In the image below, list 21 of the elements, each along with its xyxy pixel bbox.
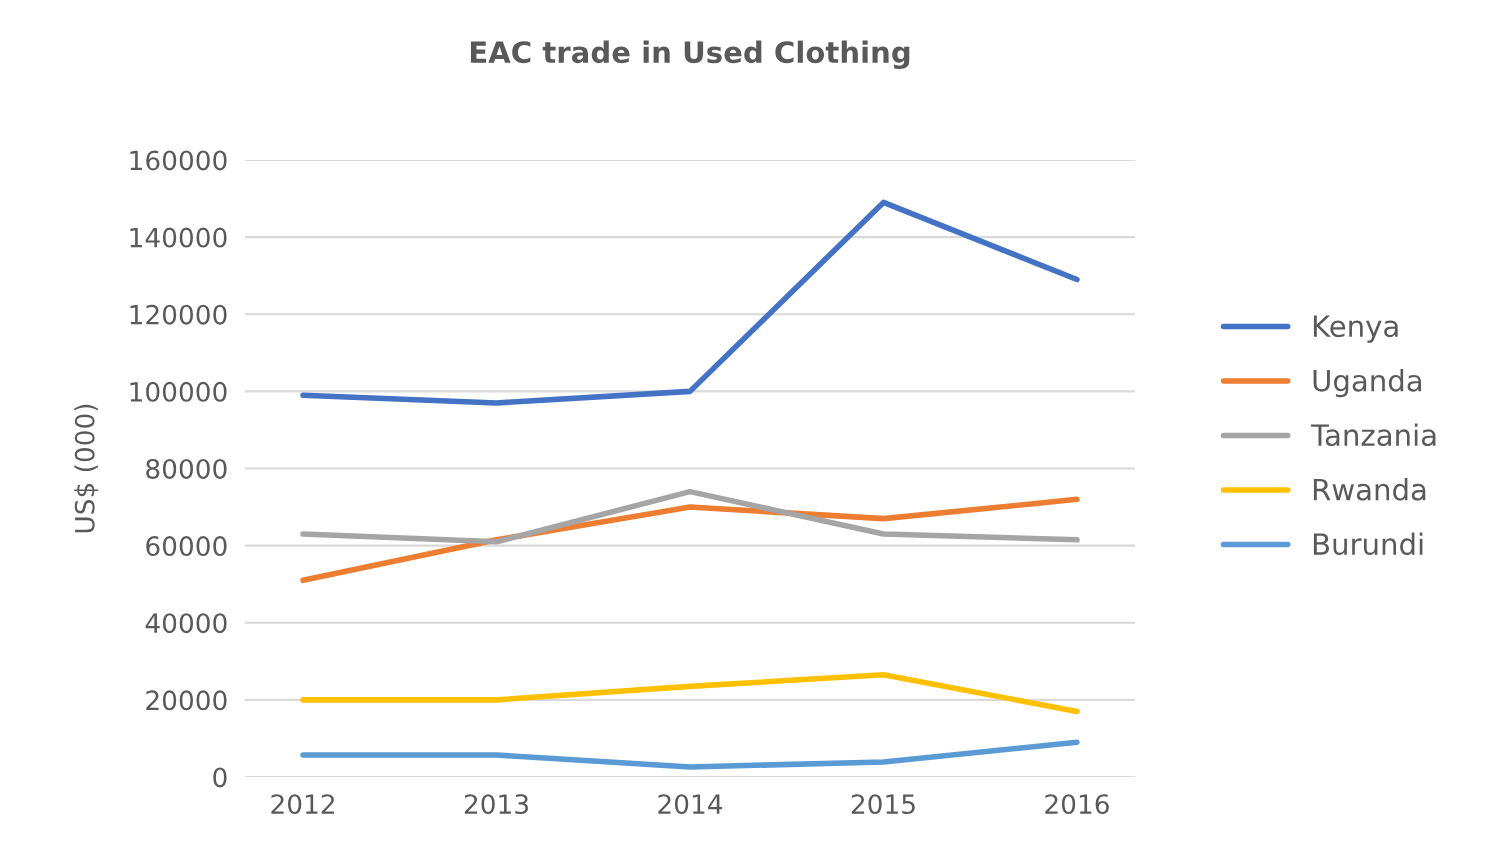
y-tick-label: 80000 [146,458,227,479]
y-tick-label: 160000 [130,150,227,171]
chart-title: EAC trade in Used Clothing [470,40,910,70]
legend-label: Burundi [1313,532,1423,556]
legend-label: Tanzania [1310,423,1436,447]
legend-label: Uganda [1313,369,1422,398]
y-tick-label: 140000 [130,227,227,248]
x-tick-label: 2015 [851,794,915,815]
y-tick-label: 100000 [130,381,227,402]
y-tick-label: 20000 [146,690,227,711]
legend-label: Kenya [1313,315,1398,343]
x-tick-label: 2014 [658,794,723,815]
y-tick-label: 0 [213,767,227,788]
y-axis-title: US$ (000) [74,404,99,533]
y-tick-label: 40000 [145,613,227,634]
x-tick-label: 2013 [464,794,528,815]
x-tick-label: 2016 [1045,794,1109,815]
x-tick-label: 2012 [271,794,334,815]
legend-label: Rwanda [1313,478,1426,501]
y-tick-label: 120000 [130,304,227,325]
y-tick-label: 60000 [146,536,227,557]
